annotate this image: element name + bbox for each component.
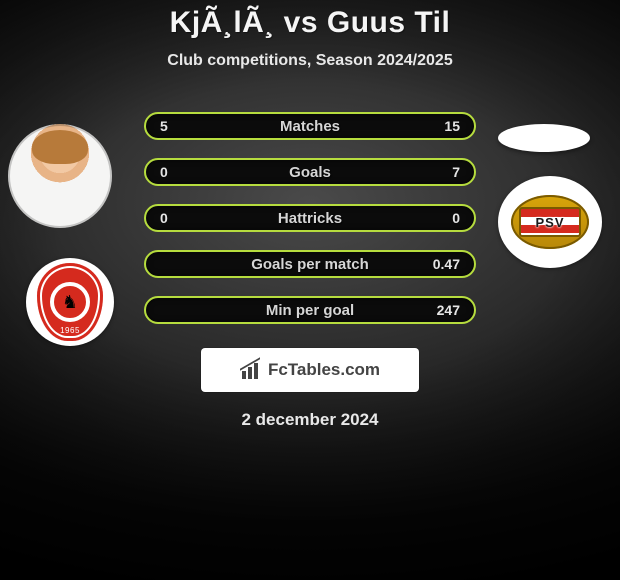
left-club-badge: ♞ 1965 (26, 258, 114, 346)
psv-crest: PSV (511, 195, 589, 249)
stat-left-value: 0 (160, 210, 168, 226)
twente-crest: ♞ 1965 (37, 263, 103, 341)
left-player-photo (8, 124, 112, 228)
stat-left-value: 0 (160, 164, 168, 180)
stat-right-value: 0.47 (433, 256, 460, 272)
stat-label: Matches (280, 118, 340, 135)
right-player-photo-placeholder (498, 124, 590, 152)
twente-year: 1965 (60, 326, 80, 335)
stat-label: Min per goal (266, 302, 354, 319)
stat-label: Hattricks (278, 210, 342, 227)
stat-row: Min per goal 247 (144, 296, 476, 324)
stats-list: 5 Matches 15 0 Goals 7 0 Hattricks 0 Goals per ma… (144, 112, 476, 324)
bar-chart-icon (240, 361, 262, 379)
stat-right-value: 0 (452, 210, 460, 226)
page-title: KjÃ¸lÃ¸ vs Guus Til (170, 6, 451, 40)
stat-left-value: 5 (160, 118, 168, 134)
brand-box[interactable]: FcTables.com (201, 348, 419, 392)
stat-row: Goals per match 0.47 (144, 250, 476, 278)
brand-text: FcTables.com (268, 360, 380, 380)
stat-row: 0 Goals 7 (144, 158, 476, 186)
stat-row: 5 Matches 15 (144, 112, 476, 140)
stat-row: 0 Hattricks 0 (144, 204, 476, 232)
stat-label: Goals (289, 164, 331, 181)
stat-label: Goals per match (251, 256, 369, 273)
horse-icon: ♞ (50, 282, 90, 322)
psv-flag: PSV (519, 207, 581, 237)
stat-right-value: 15 (444, 118, 460, 134)
page-subtitle: Club competitions, Season 2024/2025 (167, 52, 452, 70)
stat-right-value: 247 (437, 302, 460, 318)
psv-text: PSV (535, 215, 564, 230)
right-club-badge: PSV (498, 176, 602, 268)
date-text: 2 december 2024 (241, 410, 378, 430)
stat-right-value: 7 (452, 164, 460, 180)
